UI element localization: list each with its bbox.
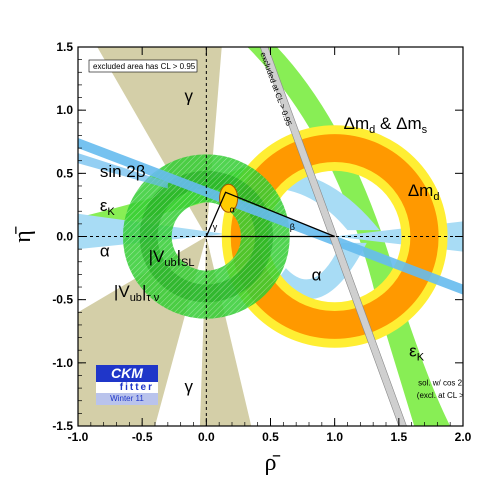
label-gamma-top: γ bbox=[185, 86, 194, 105]
x-tick-label: 1.0 bbox=[326, 430, 343, 444]
label-dm-both-part: s bbox=[422, 124, 428, 136]
sol-note-2: (excl. at CL > 0.95) bbox=[417, 391, 485, 400]
legend-note: excluded area has CL > 0.95 bbox=[93, 62, 196, 71]
sin2beta-band bbox=[78, 137, 463, 295]
label-vub-tau: |Vub|τ ν bbox=[114, 282, 160, 304]
x-tick-label: 0.0 bbox=[198, 430, 215, 444]
label-dm-both-part: d bbox=[369, 124, 375, 136]
label-dm-both-part: & Δm bbox=[375, 114, 421, 133]
label-vub-sl-part: |V bbox=[149, 247, 165, 266]
label-vub-tau-part: |V bbox=[114, 282, 130, 301]
legend-note-box bbox=[88, 59, 198, 73]
x-tick-label: 1.5 bbox=[390, 430, 407, 444]
y-tick-label: 1.5 bbox=[56, 40, 73, 54]
y-axis-title: η̄ bbox=[10, 226, 36, 243]
x-tick-label: 2.0 bbox=[455, 430, 472, 444]
label-epsk-right-part: K bbox=[417, 352, 425, 364]
y-tick-label: -1.0 bbox=[52, 356, 73, 370]
y-tick-label: 0.0 bbox=[56, 230, 73, 244]
label-dm-both-part: Δm bbox=[344, 114, 370, 133]
epsk-band-right bbox=[247, 47, 451, 426]
label-epsk-left: εK bbox=[100, 196, 116, 218]
label-dm-d-part: Δm bbox=[408, 181, 434, 200]
x-tick-label: -1.0 bbox=[68, 430, 89, 444]
label-gamma-bottom: γ bbox=[185, 377, 194, 396]
label-dm-d: Δmd bbox=[408, 181, 440, 203]
unitarity-triangle bbox=[205, 191, 335, 238]
x-axis-title: ρ̄ bbox=[265, 450, 281, 476]
sol-note-1: sol. w/ cos 2β < 0 bbox=[418, 379, 481, 388]
label-epsk-left-part: ε bbox=[100, 196, 108, 215]
triangle-angle-alpha: α bbox=[230, 204, 235, 214]
label-vub-sl: |Vub|SL bbox=[149, 247, 195, 269]
triangle-angle-gamma: γ bbox=[213, 222, 218, 232]
y-tick-label: -0.5 bbox=[52, 293, 73, 307]
x-tick-label: 0.5 bbox=[262, 430, 279, 444]
sin2beta-band-alt bbox=[78, 153, 168, 189]
y-tick-label: 1.0 bbox=[56, 103, 73, 117]
y-tick-label: -1.5 bbox=[52, 419, 73, 433]
label-sin2beta: sin 2β bbox=[100, 162, 146, 181]
y-tick-label: 0.5 bbox=[56, 166, 73, 180]
label-vub-sl-part: SL bbox=[181, 257, 194, 269]
label-alpha-right: α bbox=[312, 266, 322, 285]
x-tick-label: -0.5 bbox=[132, 430, 153, 444]
ckmfitter-logo: CKM fitter Winter 11 bbox=[96, 365, 158, 407]
logo-note: Winter 11 bbox=[96, 393, 158, 405]
logo-title: CKM bbox=[96, 365, 158, 382]
vub-ring-hatch bbox=[122, 154, 290, 319]
label-vub-sl-part: ub bbox=[164, 257, 176, 269]
apex-region bbox=[219, 183, 239, 213]
label-epsk-right-part: ε bbox=[409, 342, 417, 361]
label-vub-tau-part: τ ν bbox=[146, 292, 159, 304]
label-dm-both: Δmd & Δms bbox=[344, 114, 428, 136]
label-alpha-left: α bbox=[100, 242, 110, 261]
label-vub-tau-part: | bbox=[142, 282, 146, 301]
label-epsk-left-part: K bbox=[107, 206, 115, 218]
logo-subtitle: fitter bbox=[96, 382, 158, 393]
label-vub-tau-part: ub bbox=[130, 292, 142, 304]
label-epsk-right: εK bbox=[409, 342, 425, 364]
label-dm-d-part: d bbox=[433, 191, 439, 203]
triangle-angle-beta: β bbox=[290, 222, 295, 232]
label-vub-sl-part: | bbox=[177, 247, 181, 266]
